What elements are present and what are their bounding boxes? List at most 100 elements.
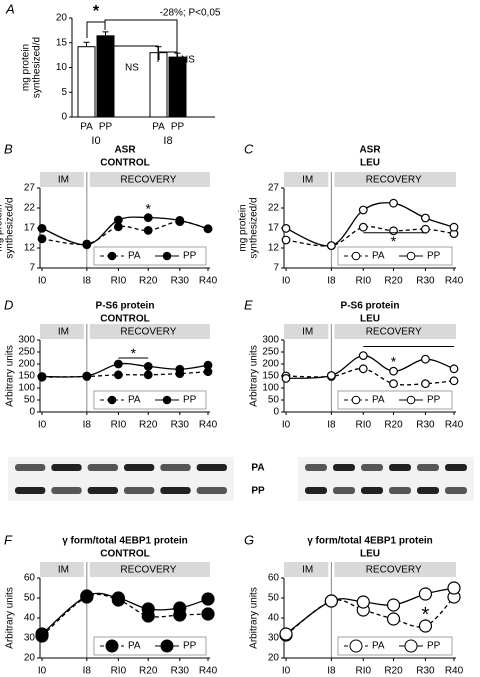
bar (96, 35, 115, 118)
phase-label: IM (302, 565, 313, 576)
legend-marker (406, 251, 416, 261)
series-line (41, 220, 209, 246)
legend-box (93, 246, 207, 266)
y-axis-label: mg protein (21, 44, 32, 91)
annotation: * (391, 233, 397, 249)
phase-band (334, 172, 456, 187)
panel-letter: B (4, 141, 13, 156)
marker (449, 364, 459, 374)
marker (421, 224, 430, 234)
x-tick-label: I8 (327, 276, 336, 287)
annotation: * (391, 354, 397, 370)
y-tick-label: 30 (268, 633, 280, 644)
y-tick-label: 50 (24, 395, 36, 406)
marker (143, 225, 153, 235)
marker (356, 595, 370, 609)
blot-band (305, 464, 327, 471)
blot-band (417, 487, 439, 494)
chart-title: CONTROL (100, 158, 149, 169)
y-tick-label: 60 (24, 573, 36, 584)
y-tick-label: 0 (61, 112, 67, 123)
marker (447, 581, 461, 595)
y-tick-label: 0 (29, 407, 35, 418)
y-tick-label: 0 (273, 407, 279, 418)
phase-label: IM (58, 175, 69, 186)
marker (449, 376, 459, 386)
x-tick-label: R30 (171, 420, 190, 431)
marker (113, 215, 123, 225)
y-tick-label: 7 (29, 263, 35, 274)
legend-label: PA (372, 251, 385, 262)
marker (111, 591, 125, 605)
x-tick-label: RI0 (111, 666, 127, 677)
phase-band (89, 172, 210, 187)
blot-band (389, 464, 411, 471)
phase-label: RECOVERY (120, 175, 176, 186)
chart-title: ASR (359, 145, 381, 156)
blot-band (333, 464, 355, 471)
phase-label: IM (58, 565, 69, 576)
panel-letter: G (244, 532, 254, 547)
marker (141, 602, 155, 616)
marker (143, 362, 153, 371)
x-tick-label: R20 (384, 666, 403, 677)
panel-letter: F (4, 532, 13, 547)
x-tick-label: I8 (83, 276, 92, 287)
marker (358, 351, 368, 361)
blot-band (361, 487, 383, 494)
marker (175, 215, 185, 225)
bar-label: PP (99, 122, 113, 133)
marker (113, 359, 123, 369)
y-tick-label: 17 (268, 223, 280, 234)
marker (326, 241, 336, 251)
phase-band (284, 172, 329, 187)
x-tick-label: R40 (199, 276, 218, 287)
chart-title: ASR (114, 145, 136, 156)
legend-label: PP (427, 251, 441, 262)
phase-band (334, 562, 456, 577)
y-axis-label: mg protein (0, 204, 5, 251)
x-tick-label: R40 (445, 420, 464, 431)
y-tick-label: 15 (56, 37, 68, 48)
series-line (285, 202, 455, 247)
marker (143, 370, 153, 380)
blot-band (445, 487, 467, 494)
x-tick-label: I8 (83, 420, 92, 431)
legend-marker (349, 639, 363, 653)
x-tick-label: R30 (416, 276, 435, 287)
y-tick-label: 200 (18, 359, 35, 370)
y-tick-label: 200 (262, 359, 279, 370)
panel-letter: A (5, 1, 15, 16)
chart-title: LEU (360, 549, 380, 560)
phase-label: RECOVERY (366, 175, 422, 186)
phase-label: IM (302, 327, 313, 338)
blot-band (361, 464, 383, 471)
x-tick-label: I0 (38, 276, 47, 287)
legend-marker (160, 639, 174, 653)
phase-label: RECOVERY (120, 565, 176, 576)
marker (358, 205, 368, 215)
marker (358, 364, 368, 374)
phase-band (89, 324, 210, 339)
x-tick-label: R20 (139, 666, 158, 677)
y-tick-label: 22 (24, 203, 36, 214)
marker (80, 589, 94, 603)
x-tick-label: I8 (327, 420, 336, 431)
marker (82, 371, 92, 381)
legend-box (337, 636, 453, 656)
legend-label: PA (128, 251, 141, 262)
chart-title: γ form/total 4EBP1 protein (62, 536, 188, 547)
chart-title: P-S6 protein (341, 301, 400, 312)
y-tick-label: 300 (262, 335, 279, 346)
blot-band (124, 464, 155, 471)
blot-band (196, 464, 227, 471)
legend-marker (351, 395, 361, 405)
y-tick-label: 250 (18, 347, 35, 358)
chart-title: CONTROL (100, 549, 149, 560)
blot-band (333, 487, 355, 494)
x-tick-label: R30 (416, 420, 435, 431)
marker (82, 240, 92, 250)
x-tick-label: I0 (282, 420, 291, 431)
phase-label: IM (302, 175, 313, 186)
